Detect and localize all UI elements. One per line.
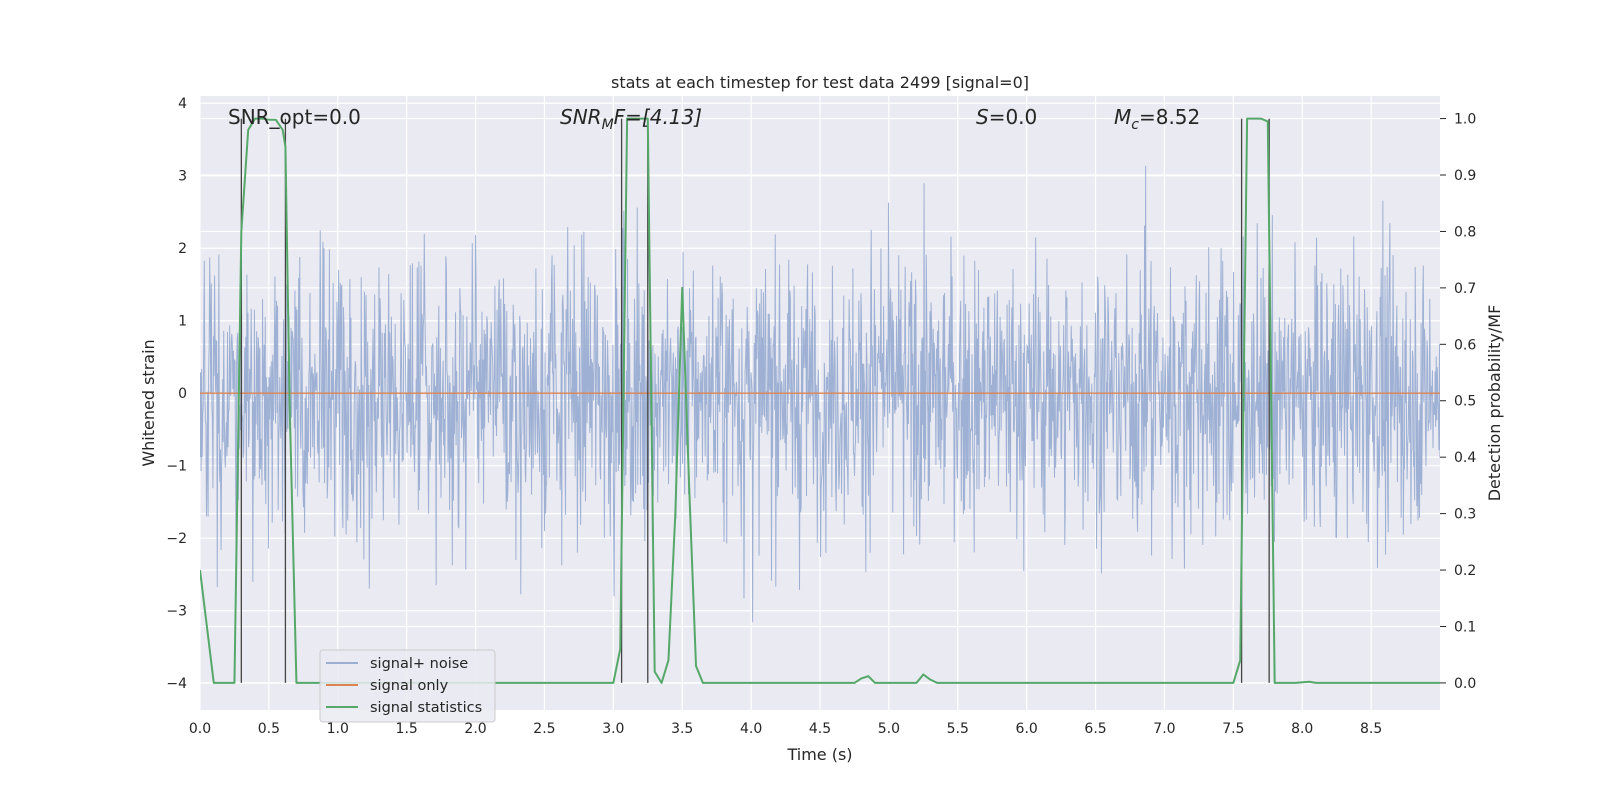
tick-labels: 0.0 0.5 1.0 1.5 2.0 2.5 3.0 3.5 4.0 4.5 5.0 5.5 6.0 6…	[166, 96, 1476, 737]
annotation-mc: Mc=8.52	[1114, 105, 1200, 133]
annotation-mc-sub: c	[1131, 117, 1139, 133]
y-axis-label-right: Detection probability/MF	[1485, 305, 1504, 502]
annotation-mc-tail: =8.52	[1139, 105, 1200, 129]
y-tick-label-left: 4	[178, 96, 187, 112]
x-tick-label: 5.0	[878, 721, 900, 737]
y-tick-label-left: 1	[178, 314, 187, 330]
signal-statistics-line	[200, 117, 1440, 684]
chart-title: stats at each timestep for test data 249…	[611, 73, 1029, 92]
legend-label-signal-only: signal only	[370, 678, 449, 694]
y-tick-label-right: 0.2	[1454, 563, 1476, 579]
y-tick-label-right: 0.5	[1454, 394, 1476, 410]
x-tick-label: 3.0	[602, 721, 624, 737]
x-tick-label: 8.5	[1360, 721, 1382, 737]
x-tick-label: 3.5	[671, 721, 693, 737]
annotation-snr-mf: SNRMF=[4.13]	[560, 105, 702, 133]
legend-label-signal-statistics: signal statistics	[370, 700, 482, 716]
annotation-snr-mf-main: SNR	[560, 105, 602, 129]
x-tick-label: 6.5	[1084, 721, 1106, 737]
y-tick-label-left: −3	[166, 604, 187, 620]
series-signal-noise	[200, 165, 1440, 623]
x-tick-label: 7.5	[1222, 721, 1244, 737]
y-tick-label-right: 0.7	[1454, 281, 1476, 297]
annotation-s: S=0.0	[976, 105, 1037, 129]
x-tick-label: 0.0	[189, 721, 211, 737]
x-tick-label: 2.5	[533, 721, 555, 737]
annotation-s-tail: =0.0	[989, 105, 1038, 129]
x-tick-label: 1.0	[327, 721, 349, 737]
y-tick-label-right: 0.9	[1454, 168, 1476, 184]
y-tick-label-right: 0.8	[1454, 224, 1476, 240]
y-tick-label-left: −4	[166, 676, 187, 692]
x-tick-label: 4.5	[809, 721, 831, 737]
signal-noise-line	[200, 165, 1440, 623]
x-axis-label: Time (s)	[786, 745, 852, 764]
annotation-mc-main: M	[1114, 105, 1131, 129]
x-tick-label: 6.0	[1016, 721, 1038, 737]
y-tick-label-left: 3	[178, 169, 187, 185]
y-tick-label-right: 0.1	[1454, 619, 1476, 635]
y-axis-label-left: Whitened strain	[139, 339, 158, 466]
y-tick-label-right: 0.6	[1454, 337, 1476, 353]
y-tick-label-left: 0	[178, 386, 187, 402]
x-tick-label: 1.5	[396, 721, 418, 737]
y-tick-label-right: 1.0	[1454, 112, 1476, 128]
y-tick-label-right: 0.4	[1454, 450, 1476, 466]
legend-box	[319, 649, 496, 723]
annotation-snr-mf-sub: M	[602, 117, 614, 133]
y-tick-label-left: −1	[166, 459, 187, 475]
x-tick-label: 8.0	[1291, 721, 1313, 737]
annotation-s-main: S	[976, 105, 989, 129]
series-signal-statistics	[200, 117, 1440, 684]
y-tick-label-left: −2	[166, 531, 187, 547]
annotation-snr-opt: SNR_opt=0.0	[228, 105, 361, 129]
x-tick-label: 4.0	[740, 721, 762, 737]
y-tick-label-left: 2	[178, 241, 187, 257]
legend: signal+ noise signal only signal statist…	[319, 649, 496, 723]
annotation-snr-mf-tail: F=[4.13]	[614, 105, 702, 129]
x-tick-label: 0.5	[258, 721, 280, 737]
x-tick-label: 5.5	[947, 721, 969, 737]
x-tick-label: 7.0	[1153, 721, 1175, 737]
y-tick-label-right: 0.3	[1454, 507, 1476, 523]
y-tick-label-right: 0.0	[1454, 676, 1476, 692]
legend-label-signal-noise: signal+ noise	[370, 656, 468, 672]
x-tick-label: 2.0	[464, 721, 486, 737]
